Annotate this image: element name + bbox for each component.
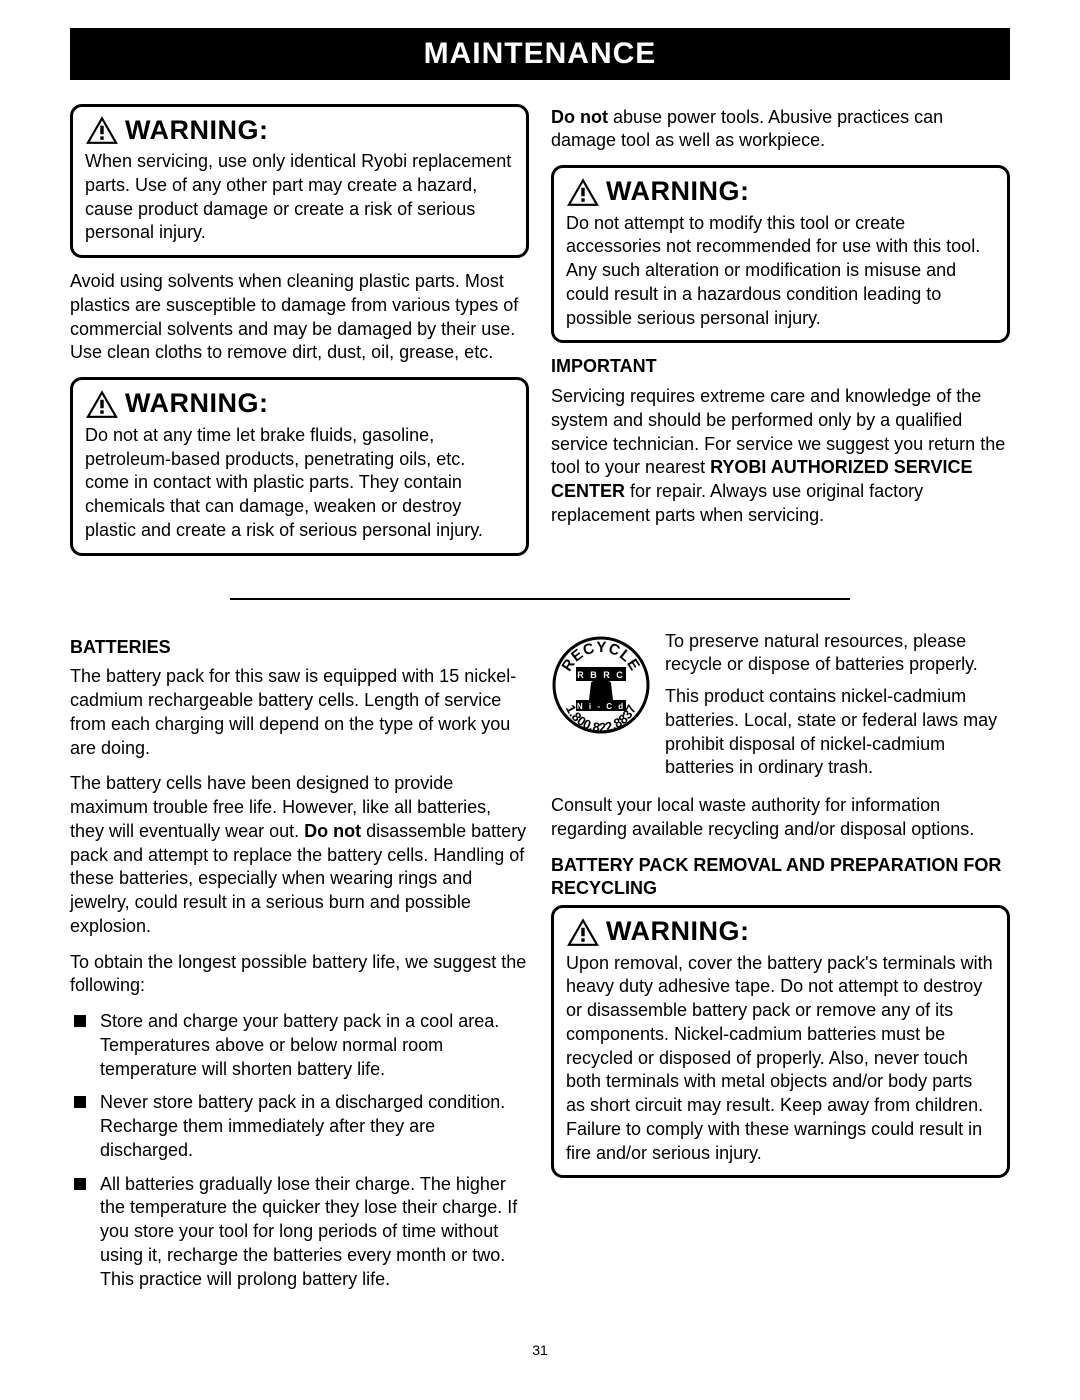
text: abuse power tools. Abusive practices can… (551, 107, 943, 151)
list-item: Never store battery pack in a discharged… (70, 1091, 529, 1162)
bottom-section: BATTERIES The battery pack for this saw … (70, 630, 1010, 1302)
warning-text: Upon removal, cover the battery pack's t… (566, 952, 995, 1166)
warning-icon (566, 177, 600, 207)
page-number: 31 (70, 1341, 1010, 1359)
warning-heading: WARNING: (85, 386, 514, 422)
paragraph: Consult your local waste authority for i… (551, 794, 1010, 842)
warning-text: Do not at any time let brake fluids, gas… (85, 424, 514, 543)
bold-prefix: Do not (551, 107, 608, 127)
recycle-block: RECYCLE R B R C N i - C d 1.800.822.8837… (551, 630, 1010, 789)
batteries-heading: BATTERIES (70, 636, 529, 660)
recycle-text-block: To preserve natural resources, please re… (665, 630, 1010, 789)
warning-box-1: WARNING: When servicing, use only identi… (70, 104, 529, 259)
top-left-col: WARNING: When servicing, use only identi… (70, 100, 529, 568)
warning-box-4: WARNING: Upon removal, cover the battery… (551, 905, 1010, 1178)
warning-text: Do not attempt to modify this tool or cr… (566, 212, 995, 331)
bottom-left-col: BATTERIES The battery pack for this saw … (70, 630, 529, 1302)
rbrc-text: R B R C (577, 670, 625, 680)
warning-label: WARNING: (606, 914, 749, 950)
warning-heading: WARNING: (566, 914, 995, 950)
top-right-col: Do not abuse power tools. Abusive practi… (551, 100, 1010, 568)
paragraph: Do not abuse power tools. Abusive practi… (551, 106, 1010, 154)
warning-label: WARNING: (125, 113, 268, 149)
recycling-heading: BATTERY PACK REMOVAL AND PREPARATION FOR… (551, 854, 1010, 902)
warning-text: When servicing, use only identical Ryobi… (85, 150, 514, 245)
paragraph: To preserve natural resources, please re… (665, 630, 1010, 678)
list-item: All batteries gradually lose their charg… (70, 1173, 529, 1292)
paragraph: The battery cells have been designed to … (70, 772, 529, 938)
recycle-logo-icon: RECYCLE R B R C N i - C d 1.800.822.8837 (551, 630, 651, 740)
paragraph: This product contains nickel-cadmium bat… (665, 685, 1010, 780)
warning-box-2: WARNING: Do not at any time let brake fl… (70, 377, 529, 555)
bold-text: Do not (304, 821, 361, 841)
paragraph: To obtain the longest possible battery l… (70, 951, 529, 999)
paragraph: Avoid using solvents when cleaning plast… (70, 270, 529, 365)
divider (230, 598, 850, 600)
section-title: MAINTENANCE (70, 28, 1010, 80)
paragraph: The battery pack for this saw is equippe… (70, 665, 529, 760)
important-heading: IMPORTANT (551, 355, 1010, 379)
important-paragraph: Servicing requires extreme care and know… (551, 385, 1010, 528)
top-section: WARNING: When servicing, use only identi… (70, 100, 1010, 568)
warning-icon (85, 115, 119, 145)
warning-icon (566, 917, 600, 947)
list-item: Store and charge your battery pack in a … (70, 1010, 529, 1081)
bottom-right-col: RECYCLE R B R C N i - C d 1.800.822.8837… (551, 630, 1010, 1302)
warning-label: WARNING: (125, 386, 268, 422)
warning-label: WARNING: (606, 174, 749, 210)
warning-icon (85, 389, 119, 419)
bullet-list: Store and charge your battery pack in a … (70, 1010, 529, 1291)
warning-box-3: WARNING: Do not attempt to modify this t… (551, 165, 1010, 343)
nicd-text: N i - C d (577, 702, 625, 711)
warning-heading: WARNING: (85, 113, 514, 149)
warning-heading: WARNING: (566, 174, 995, 210)
